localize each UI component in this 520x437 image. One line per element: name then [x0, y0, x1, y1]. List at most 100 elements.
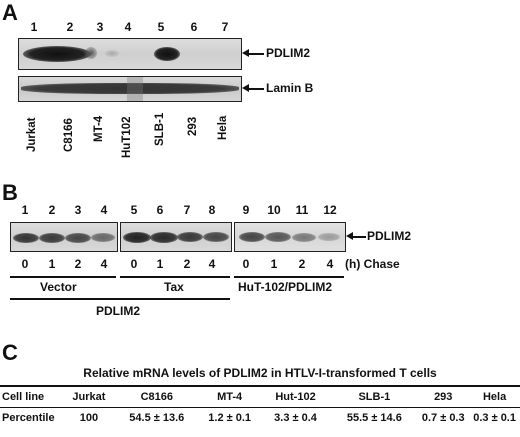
- chase-label: (h) Chase: [345, 257, 400, 271]
- band: [203, 232, 229, 242]
- chase-time: 4: [208, 257, 216, 271]
- panel-c-letter: C: [2, 340, 18, 365]
- chase-time: 4: [326, 257, 334, 271]
- lane-number: 7: [221, 20, 229, 34]
- lane-number: 1: [21, 203, 29, 217]
- lane-number: 5: [130, 203, 138, 217]
- lane-number: 2: [66, 20, 74, 34]
- table-cell: 293: [434, 391, 453, 403]
- band: [23, 46, 91, 62]
- laminb-arrow: [242, 85, 264, 91]
- cell-line-label: MT-4: [93, 115, 105, 142]
- table-cell: Jurkat: [72, 391, 106, 403]
- band: [239, 232, 265, 242]
- band: [21, 83, 239, 94]
- lane-number: 5: [157, 20, 165, 34]
- panel-a-letter: A: [2, 0, 18, 25]
- table-cell: 0.3 ± 0.1: [473, 412, 516, 424]
- chase-time: 2: [183, 257, 191, 271]
- group-line: [120, 276, 230, 278]
- cell-line-label: Hela: [217, 115, 229, 140]
- lane-number: 2: [48, 203, 56, 217]
- chase-time: 1: [156, 257, 164, 271]
- bracket-label: PDLIM2: [96, 304, 141, 318]
- lane-number: 12: [323, 203, 337, 217]
- group-label-hut102: HuT-102/PDLIM2: [238, 280, 333, 294]
- chase-time: 0: [242, 257, 250, 271]
- mrna-table: Cell line Jurkat C8166 MT-4 Hut-102 SLB-…: [0, 387, 520, 428]
- table-title: Relative mRNA levels of PDLIM2 in HTLV-I…: [83, 366, 437, 380]
- table-header-row: Cell line Jurkat C8166 MT-4 Hut-102 SLB-…: [0, 387, 520, 408]
- chase-blot-vector: [10, 222, 118, 252]
- lane-number: 4: [124, 20, 132, 34]
- chase-time: 0: [130, 257, 138, 271]
- table-cell: C8166: [140, 391, 173, 403]
- lane-number: 11: [295, 203, 309, 217]
- table-cell: 55.5 ± 14.6: [346, 412, 402, 424]
- lane-number: 10: [267, 203, 281, 217]
- group-line: [10, 276, 116, 278]
- table-top-rule: [0, 385, 520, 387]
- band: [13, 233, 39, 243]
- lane-number: 3: [96, 20, 104, 34]
- cell-line-label: Jurkat: [26, 117, 38, 152]
- lane-number: 8: [208, 203, 216, 217]
- table-cell: 54.5 ± 13.6: [129, 412, 185, 424]
- laminb-blot: [18, 76, 242, 102]
- band: [85, 47, 97, 59]
- chase-time: 2: [298, 257, 306, 271]
- pdlim2-blot: [18, 38, 242, 70]
- lane-number: 6: [156, 203, 164, 217]
- table-cell: SLB-1: [358, 391, 391, 403]
- panel-b-letter: B: [2, 180, 18, 205]
- band: [150, 232, 178, 243]
- table-row: Percentile 100 54.5 ± 13.6 1.2 ± 0.1 3.3…: [0, 407, 520, 429]
- chase-time: 2: [74, 257, 82, 271]
- band: [318, 233, 340, 241]
- chase-time: 1: [270, 257, 278, 271]
- table-cell: 1.2 ± 0.1: [208, 412, 252, 424]
- pdlim2-label: PDLIM2: [367, 229, 412, 243]
- bracket-line: [10, 298, 230, 300]
- cell-line-label: C8166: [63, 118, 75, 152]
- chase-blot-tax: [120, 222, 232, 252]
- band: [292, 233, 316, 242]
- cell-line-label: SLB-1: [154, 112, 166, 146]
- chase-time: 1: [48, 257, 56, 271]
- band: [105, 50, 119, 57]
- chase-time: 4: [100, 257, 108, 271]
- band: [65, 233, 91, 243]
- lane-number: 3: [74, 203, 82, 217]
- band: [123, 232, 151, 243]
- table-cell: MT-4: [217, 391, 243, 403]
- band: [265, 232, 291, 242]
- table-cell: 0.7 ± 0.3: [421, 412, 465, 424]
- cell-line-label: HuT102: [121, 116, 133, 158]
- lane-number: 9: [242, 203, 250, 217]
- lane-number: 6: [190, 20, 198, 34]
- chase-time: 0: [21, 257, 29, 271]
- pdlim2-label: PDLIM2: [266, 46, 311, 60]
- lane-number: 7: [183, 203, 191, 217]
- table-cell: 3.3 ± 0.4: [274, 412, 317, 424]
- band: [91, 233, 115, 242]
- laminb-label: Lamin B: [266, 81, 314, 95]
- band: [177, 232, 203, 242]
- band: [39, 233, 65, 243]
- pdlim2-arrow: [346, 233, 366, 239]
- group-label-tax: Tax: [164, 280, 184, 294]
- table-cell: 100: [79, 412, 99, 424]
- band: [154, 47, 180, 61]
- lane-number: 1: [30, 20, 38, 34]
- group-line: [234, 276, 344, 278]
- cell-line-label: 293: [187, 116, 199, 136]
- table-cell: Percentile: [2, 412, 55, 424]
- table-cell: Hut-102: [275, 391, 316, 403]
- chase-blot-hut102: [234, 222, 346, 252]
- band: [127, 77, 143, 101]
- pdlim2-arrow: [242, 50, 264, 56]
- table-cell: Cell line: [2, 391, 45, 403]
- table-cell: Hela: [482, 391, 507, 403]
- group-label-vector: Vector: [40, 280, 77, 294]
- lane-number: 4: [100, 203, 108, 217]
